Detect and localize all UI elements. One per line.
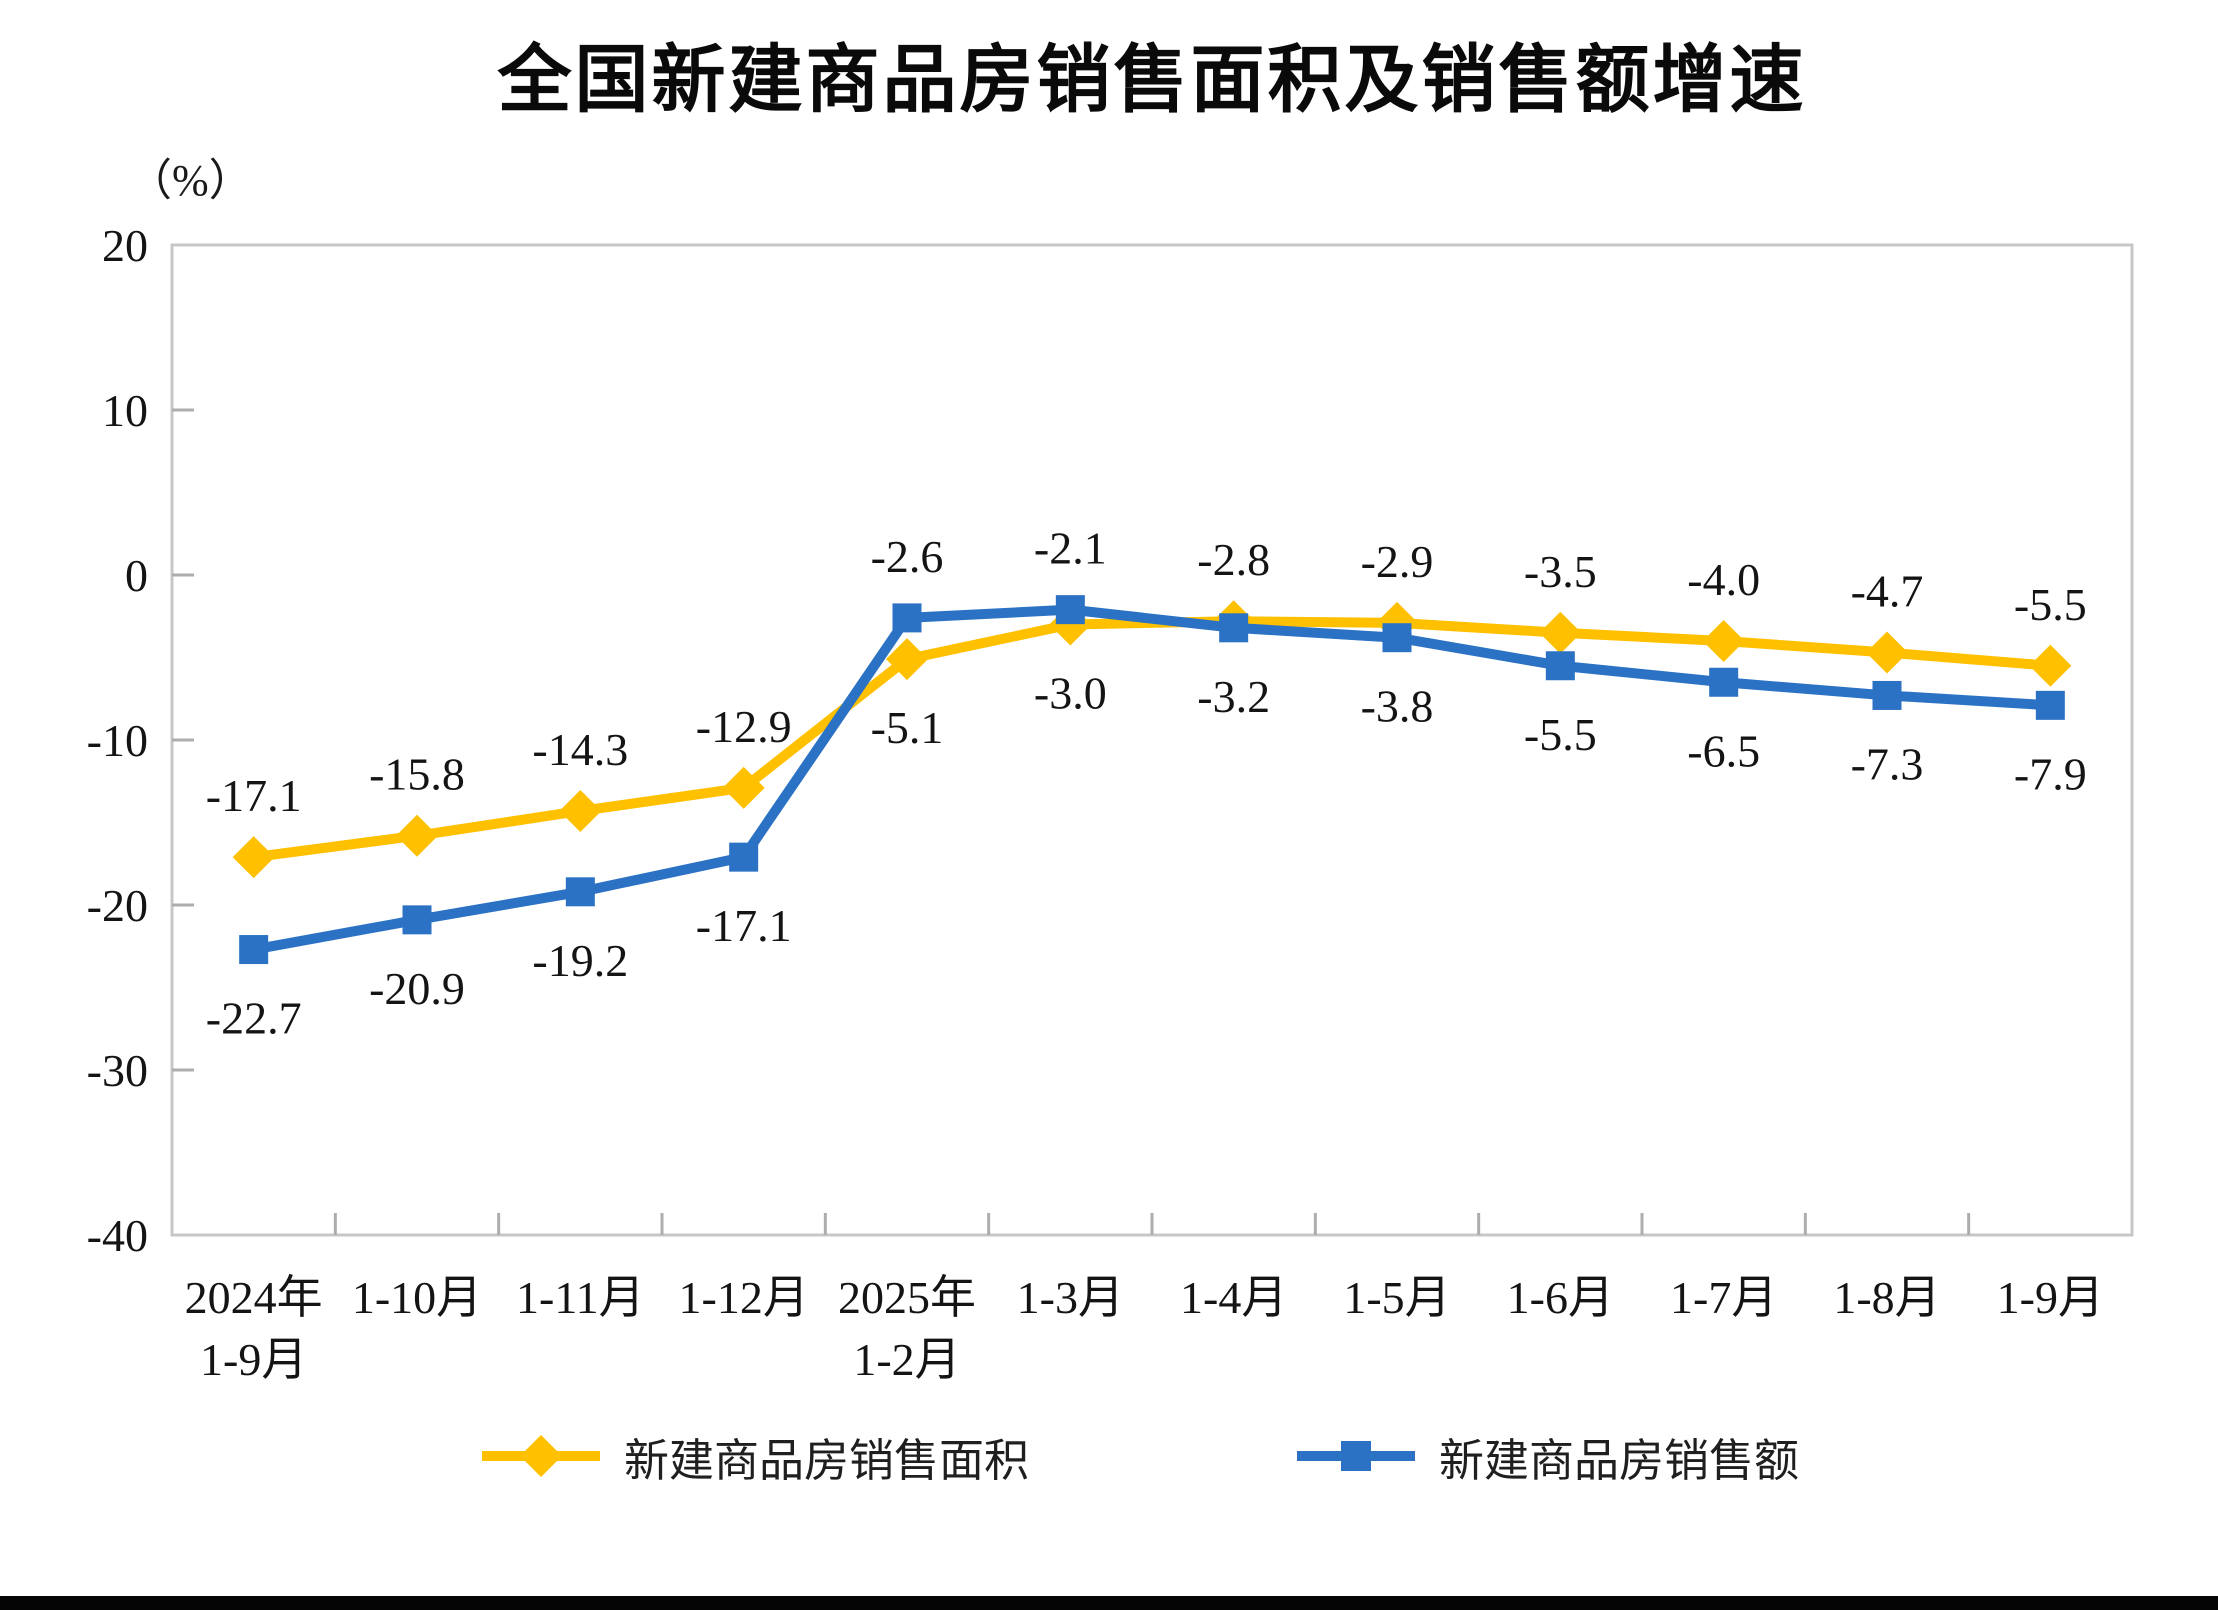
sales-value-marker: [402, 905, 432, 935]
sales-area-legend-swatch: [482, 1435, 600, 1477]
chart-legend: 新建商品房销售面积 新建商品房销售额: [0, 1428, 2218, 1488]
sales-value-marker: [1219, 613, 1249, 643]
sales-area-data-label: -15.8: [369, 749, 465, 800]
sales-area-data-label: -17.1: [206, 770, 302, 821]
sales-area-data-label: -3.0: [1034, 668, 1107, 719]
sales-area-marker: [722, 766, 765, 809]
x-tick-label: 1-7月: [1670, 1272, 1777, 1323]
x-tick-label: 1-5月: [1343, 1272, 1450, 1323]
x-tick-label: 1-3月: [1017, 1272, 1124, 1323]
sales-value-data-label: -2.1: [1034, 523, 1107, 574]
sales-area-marker: [1539, 611, 1582, 654]
sales-area-marker: [1702, 620, 1745, 662]
y-axis-unit-label: （%）: [128, 156, 253, 205]
sales-value-data-label: -3.2: [1197, 671, 1270, 722]
x-tick-label: 1-4月: [1180, 1272, 1287, 1323]
sales-value-marker: [565, 877, 595, 907]
y-tick-label: 0: [125, 550, 148, 601]
y-tick-label: -30: [87, 1045, 148, 1096]
sales-value-data-label: -19.2: [532, 935, 628, 986]
sales-area-data-label: -3.5: [1524, 546, 1597, 597]
x-tick-label: 2025年: [838, 1272, 976, 1323]
legend-item-sales-value: 新建商品房销售额: [1295, 1428, 1799, 1486]
sales-area-marker: [396, 814, 438, 857]
sales-value-marker: [1545, 651, 1575, 681]
legend-label-sales-value: 新建商品房销售额: [1439, 1435, 1800, 1486]
sales-value-data-label: -6.5: [1687, 725, 1760, 776]
sales-value-legend-swatch: [1297, 1441, 1415, 1471]
y-tick-label: -20: [87, 880, 148, 931]
legend-label-sales-area: 新建商品房销售面积: [624, 1435, 1030, 1486]
y-tick-label: 10: [102, 385, 148, 436]
x-tick-label: 1-11月: [516, 1272, 645, 1323]
legend-item-sales-area: 新建商品房销售面积: [480, 1428, 1029, 1486]
sales-value-data-label: -5.5: [1524, 709, 1597, 760]
y-tick-label: -40: [87, 1210, 148, 1261]
sales-value-data-label: -7.3: [1851, 738, 1924, 789]
sales-value-marker: [1709, 667, 1739, 697]
sales-area-marker: [1866, 631, 1908, 674]
sales-value-marker: [1382, 623, 1412, 653]
y-tick-label: -10: [87, 715, 148, 766]
sales-area-marker: [232, 836, 275, 879]
sales-area-data-label: -4.7: [1851, 566, 1924, 617]
x-tick-label: 1-9月: [1997, 1272, 2104, 1323]
sales-value-marker: [729, 842, 759, 872]
sales-area-marker: [559, 789, 602, 832]
sales-area-data-label: -4.0: [1687, 554, 1760, 605]
sales-area-data-label: -5.1: [871, 702, 944, 753]
x-tick-label: 1-12月: [679, 1272, 809, 1323]
sales-value-data-label: -17.1: [696, 900, 792, 951]
sales-area-marker: [2029, 644, 2072, 687]
sales-area-series-line: [248, 616, 2056, 863]
sales-area-data-label: -12.9: [696, 701, 792, 752]
x-tick-label: 1-10月: [352, 1272, 482, 1323]
sales-value-series-line: [248, 604, 2056, 955]
sales-area-data-label: -2.8: [1197, 534, 1270, 585]
sales-value-marker: [1055, 595, 1085, 625]
sales-area-data-label: -2.9: [1361, 536, 1434, 587]
sales-value-marker: [239, 935, 269, 965]
sales-area-marker: [886, 638, 928, 681]
sales-value-marker: [2035, 690, 2065, 720]
x-tick-label: 1-2月: [853, 1334, 960, 1385]
sales-value-data-label: -20.9: [369, 963, 465, 1014]
window-bottom-edge: [0, 1596, 2218, 1610]
sales-value-marker: [892, 603, 922, 633]
sales-value-data-label: -3.8: [1361, 681, 1434, 732]
x-tick-label: 2024年: [185, 1272, 323, 1323]
sales-area-data-label: -5.5: [2014, 579, 2087, 630]
sales-value-data-label: -7.9: [2014, 748, 2087, 799]
y-tick-label: 20: [102, 220, 148, 271]
sales-value-data-label: -2.6: [871, 531, 944, 582]
plot-border: [170, 243, 2134, 1237]
chart-title: 全国新建商品房销售面积及销售额增速: [497, 38, 1807, 121]
sales-area-data-label: -14.3: [532, 724, 628, 775]
sales-value-marker: [1872, 680, 1902, 710]
x-tick-label: 1-6月: [1507, 1272, 1614, 1323]
x-tick-label: 1-8月: [1833, 1272, 1940, 1323]
x-tick-label: 1-9月: [200, 1334, 307, 1385]
sales-value-data-label: -22.7: [206, 993, 302, 1044]
